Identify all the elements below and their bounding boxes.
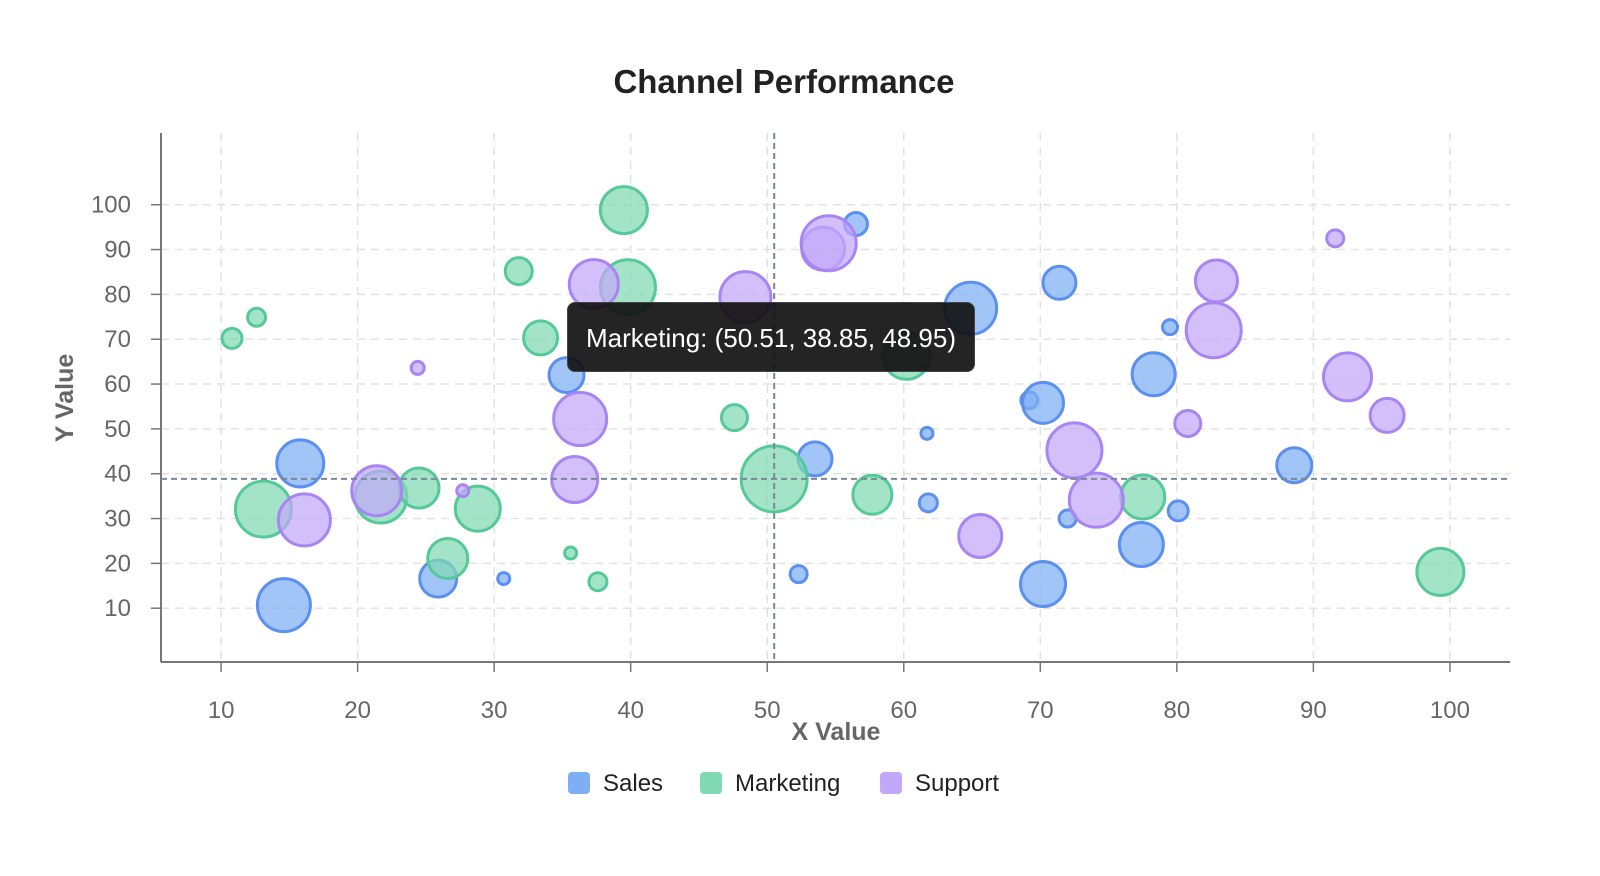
bubble-point <box>1067 471 1125 529</box>
bubble-point <box>276 492 332 548</box>
y-tick-label: 90 <box>104 237 131 264</box>
bubble-point <box>788 564 809 585</box>
legend-label: Marketing <box>735 770 840 797</box>
legend-label: Support <box>915 770 999 797</box>
bubble-point <box>246 306 268 328</box>
x-axis-label: X Value <box>792 718 881 746</box>
bubble-point <box>851 473 894 516</box>
y-tick-label: 60 <box>104 371 131 398</box>
bubble-point <box>1019 559 1068 608</box>
grid-lines <box>161 133 1510 662</box>
legend-swatch <box>568 772 590 794</box>
x-tick-label: 90 <box>1300 697 1327 724</box>
bubble-point <box>1368 396 1406 434</box>
bubble-point <box>350 464 404 518</box>
bubble-point <box>1130 351 1177 398</box>
bubble-point <box>397 466 441 510</box>
bubble-point <box>563 545 579 561</box>
y-tick-label: 20 <box>104 550 131 577</box>
bubble-point <box>1119 473 1167 521</box>
bubble-point <box>1325 228 1346 249</box>
bubble-point <box>275 438 326 489</box>
legend-swatch <box>700 772 722 794</box>
bubble-point <box>455 483 471 499</box>
y-tick-label: 70 <box>104 326 131 353</box>
bubble-point <box>1041 264 1078 301</box>
bubble-point <box>587 571 609 593</box>
x-tick-label: 60 <box>890 697 917 724</box>
bubble-point <box>1415 546 1466 597</box>
bubble-point <box>1045 421 1104 480</box>
y-tick-label: 30 <box>104 506 131 533</box>
x-tick-label: 100 <box>1430 697 1470 724</box>
bubble-point <box>453 484 502 533</box>
bubble-point <box>522 319 560 357</box>
bubble-point <box>220 326 244 350</box>
legend: Sales Marketing Support <box>568 770 999 797</box>
bubble-point <box>1021 380 1066 425</box>
bubble-point <box>426 536 470 580</box>
x-tick-label: 20 <box>344 697 371 724</box>
bubble-point <box>1161 318 1180 337</box>
x-tick-label: 80 <box>1163 697 1190 724</box>
legend-swatch <box>880 772 902 794</box>
bubble-point <box>255 577 312 634</box>
bubble-point <box>552 391 609 448</box>
chart-title: Channel Performance <box>613 63 954 100</box>
bubble-point <box>1184 301 1243 360</box>
x-tick-label: 30 <box>481 697 508 724</box>
bubble-layer <box>220 185 1466 634</box>
x-tick-label: 10 <box>208 697 235 724</box>
series-sales <box>255 211 1314 634</box>
y-tick-label: 100 <box>91 192 131 219</box>
x-tick-label: 50 <box>754 697 781 724</box>
bubble-point <box>1275 446 1314 485</box>
bubble-point <box>1322 351 1374 403</box>
bubble-point <box>799 214 858 273</box>
crosshair <box>161 133 1510 662</box>
bubble-point <box>503 256 534 287</box>
bubble-point <box>919 425 935 441</box>
bubble-point <box>719 403 749 433</box>
bubble-point <box>1193 258 1239 304</box>
series-support <box>276 214 1406 560</box>
axes: 10 20 30 40 50 60 70 80 90 100 10 20 30 40 50 60 70 80 90 1… <box>91 133 1510 724</box>
bubble-point <box>957 513 1004 560</box>
legend-label: Sales <box>603 770 663 797</box>
x-tick-label: 40 <box>617 697 644 724</box>
y-tick-label: 80 <box>104 281 131 308</box>
x-tick-label: 70 <box>1027 697 1054 724</box>
bubble-point <box>1117 521 1165 569</box>
bubble-point <box>496 571 512 587</box>
y-axis-label: Y Value <box>51 354 79 443</box>
bubble-point <box>1173 409 1203 439</box>
y-tick-label: 10 <box>104 595 131 622</box>
bubble-point <box>409 359 426 376</box>
bubble-point <box>917 492 939 514</box>
data-tooltip: Marketing: (50.51, 38.85, 48.95) <box>567 302 976 372</box>
y-tick-label: 40 <box>104 461 131 488</box>
bubble-point <box>598 185 649 236</box>
bubble-point <box>1166 499 1190 523</box>
y-tick-label: 50 <box>104 416 131 443</box>
